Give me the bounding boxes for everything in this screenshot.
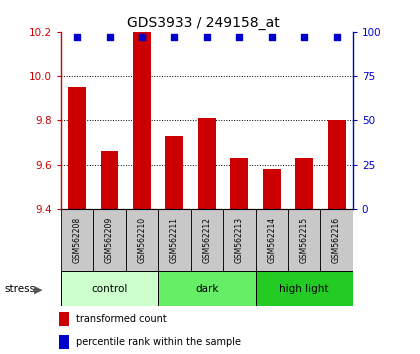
Bar: [320, 209, 353, 271]
Text: GSM562212: GSM562212: [202, 217, 211, 263]
Text: control: control: [92, 284, 128, 293]
Text: percentile rank within the sample: percentile rank within the sample: [76, 337, 241, 347]
Bar: [101, 152, 118, 209]
Bar: [93, 209, 126, 271]
Bar: [255, 209, 288, 271]
Point: [171, 34, 178, 40]
Text: GSM562208: GSM562208: [73, 217, 81, 263]
Bar: [126, 209, 158, 271]
Text: GSM562211: GSM562211: [170, 217, 179, 263]
Bar: [158, 209, 191, 271]
Point: [268, 34, 275, 40]
Text: GSM562213: GSM562213: [235, 217, 244, 263]
Text: high light: high light: [279, 284, 329, 293]
Bar: [59, 312, 69, 326]
Bar: [328, 120, 346, 209]
Text: GSM562214: GSM562214: [267, 217, 276, 263]
Bar: [191, 209, 223, 271]
Point: [74, 34, 81, 40]
Text: dark: dark: [195, 284, 218, 293]
Bar: [68, 87, 86, 209]
Point: [204, 34, 210, 40]
Text: GDS3933 / 249158_at: GDS3933 / 249158_at: [127, 16, 280, 30]
Point: [236, 34, 243, 40]
Point: [139, 34, 145, 40]
Text: GSM562215: GSM562215: [299, 217, 309, 263]
Text: ▶: ▶: [34, 284, 43, 294]
Bar: [133, 32, 151, 209]
Bar: [263, 169, 281, 209]
Text: GSM562216: GSM562216: [332, 217, 341, 263]
Bar: [198, 118, 216, 209]
Bar: [255, 271, 353, 306]
Bar: [295, 158, 313, 209]
Text: stress: stress: [4, 284, 35, 294]
Bar: [158, 271, 255, 306]
Bar: [61, 209, 93, 271]
Point: [301, 34, 307, 40]
Point: [333, 34, 340, 40]
Text: transformed count: transformed count: [76, 314, 166, 324]
Bar: [61, 271, 158, 306]
Bar: [165, 136, 184, 209]
Bar: [59, 335, 69, 349]
Text: GSM562210: GSM562210: [137, 217, 147, 263]
Point: [106, 34, 113, 40]
Text: GSM562209: GSM562209: [105, 217, 114, 263]
Bar: [230, 158, 248, 209]
Bar: [223, 209, 255, 271]
Bar: [288, 209, 320, 271]
